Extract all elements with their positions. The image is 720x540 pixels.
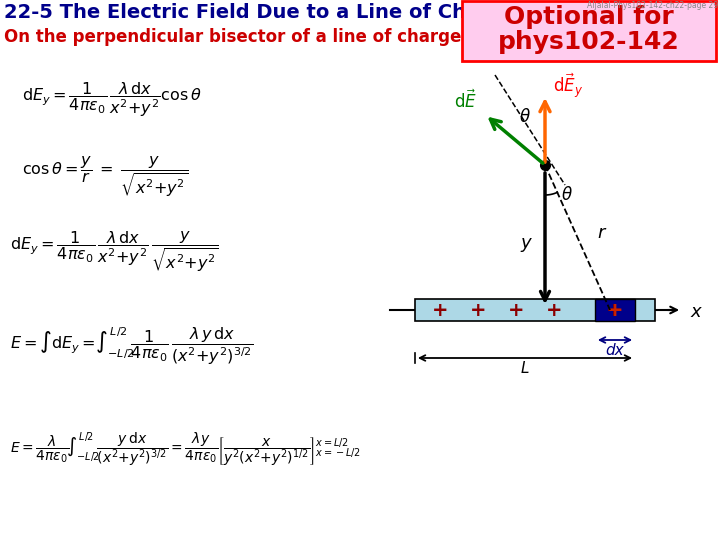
Text: $E{=}\int\mathrm{d}E_y{=}\!\int_{-L/2}^{L/2}\!\dfrac{1}{4\pi\varepsilon_0}\,\dfr: $E{=}\int\mathrm{d}E_y{=}\!\int_{-L/2}^{…	[10, 325, 253, 367]
Text: r: r	[598, 224, 605, 241]
Text: $\theta$: $\theta$	[519, 108, 531, 126]
Text: +: +	[432, 300, 449, 320]
Text: dx: dx	[606, 343, 624, 358]
Text: Aljalal-Phys102-142-ch22-page 29: Aljalal-Phys102-142-ch22-page 29	[587, 1, 718, 10]
Text: $\mathrm{d}\vec{E}_y$: $\mathrm{d}\vec{E}_y$	[553, 71, 583, 100]
Text: x: x	[690, 303, 701, 321]
Text: +: +	[606, 300, 622, 320]
Text: On the perpendicular bisector of a line of charge: On the perpendicular bisector of a line …	[4, 28, 462, 46]
Text: Optional for: Optional for	[504, 5, 674, 29]
Text: $\theta$: $\theta$	[561, 186, 573, 204]
Text: $\cos\theta=\dfrac{y}{r}\;=\;\dfrac{y}{\sqrt{x^2{+}y^2}}$: $\cos\theta=\dfrac{y}{r}\;=\;\dfrac{y}{\…	[22, 155, 189, 199]
Bar	[595, 299, 635, 321]
Bar	[415, 299, 655, 321]
Text: +: +	[607, 300, 624, 320]
Text: $\mathrm{d}E_y=\dfrac{1}{4\pi\varepsilon_0}\,\dfrac{\lambda\,\mathrm{d}x}{x^2{+}: $\mathrm{d}E_y=\dfrac{1}{4\pi\varepsilon…	[22, 80, 202, 119]
Text: +: +	[546, 300, 562, 320]
Bar	[462, 1, 716, 61]
Text: +: +	[469, 300, 486, 320]
Text: $\mathrm{d}E_y=\dfrac{1}{4\pi\varepsilon_0}\,\dfrac{\lambda\,\mathrm{d}x}{x^2{+}: $\mathrm{d}E_y=\dfrac{1}{4\pi\varepsilon…	[10, 230, 219, 274]
Text: y: y	[521, 233, 531, 252]
Text: $E=\dfrac{\lambda}{4\pi\varepsilon_0}\!\int_{-L/2}^{L/2}\!\dfrac{y\,\mathrm{d}x}: $E=\dfrac{\lambda}{4\pi\varepsilon_0}\!\…	[10, 430, 361, 468]
Text: $\mathrm{d}\vec{E}$: $\mathrm{d}\vec{E}$	[454, 90, 477, 112]
Text: 22-5 The Electric Field Due to a Line of Charge: 22-5 The Electric Field Due to a Line of…	[4, 3, 516, 22]
Text: phys102-142: phys102-142	[498, 30, 680, 54]
Text: L: L	[521, 361, 529, 376]
Text: +: +	[508, 300, 524, 320]
